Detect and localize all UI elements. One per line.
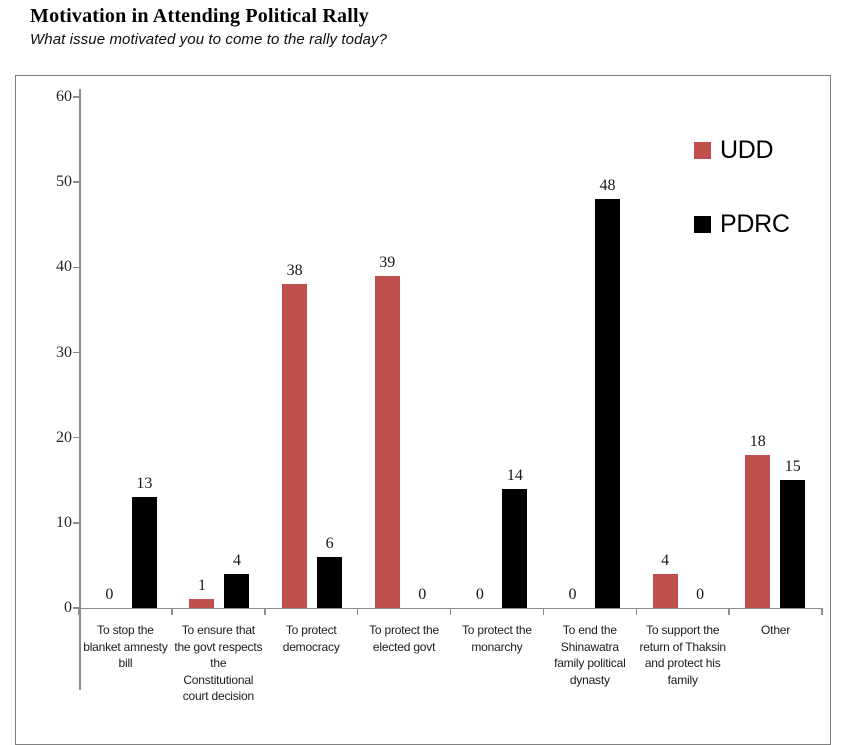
bar-slot-pdrc-7: 0 (688, 587, 713, 608)
bar-slot-udd-7: 4 (652, 551, 678, 608)
category-label-2: To ensure that the govt respects the Con… (174, 623, 263, 703)
bar-group-4: 39 0 (358, 97, 451, 608)
bar-value-label-udd-4: 39 (379, 253, 396, 271)
legend-swatch-pdrc-icon (694, 216, 711, 233)
bar-value-label-pdrc-7: 0 (696, 586, 705, 603)
x-tick-5 (542, 608, 545, 615)
y-tick-40 (73, 266, 80, 269)
x-tick-6 (635, 608, 637, 615)
bar-udd-3 (282, 284, 308, 608)
x-tick-7 (728, 608, 730, 615)
category-label-3: To protect democracy (282, 623, 340, 654)
bar-value-label-udd-8: 18 (749, 432, 766, 450)
bar-value-label-pdrc-1: 13 (136, 475, 153, 493)
y-tick-label-20: 20 (56, 428, 72, 446)
bar-slot-udd-3: 38 (282, 262, 308, 608)
bar-value-label-udd-2: 1 (197, 577, 206, 595)
bar-udd-2 (189, 599, 215, 608)
y-tick-50 (73, 181, 80, 183)
bar-slot-pdrc-8: 15 (780, 458, 806, 608)
bar-slot-pdrc-1: 13 (131, 475, 157, 608)
bar-group-1: 0 13 (81, 97, 174, 608)
category-label-5: To protect the monarchy (461, 623, 532, 654)
y-tick-label-60: 60 (56, 88, 72, 105)
y-tick-label-0: 0 (64, 599, 72, 616)
legend-item-udd: UDD (694, 136, 790, 165)
legend-swatch-udd-icon (694, 142, 711, 159)
y-axis-line (79, 89, 81, 690)
legend-item-pdrc: PDRC (694, 210, 790, 239)
legend-label-udd: UDD (720, 136, 774, 164)
x-tick-4 (449, 608, 452, 615)
category-label-8: Other (761, 623, 791, 637)
bar-slot-pdrc-4: 0 (410, 587, 435, 608)
bar-value-label-udd-5: 0 (475, 586, 484, 603)
bar-slot-udd-1: 0 (97, 587, 122, 608)
x-tick-1 (171, 608, 173, 615)
x-tick-2 (264, 608, 266, 615)
x-tick-3 (356, 608, 359, 615)
y-tick-60 (73, 96, 80, 98)
bar-pdrc-1 (131, 497, 157, 608)
bar-udd-8 (745, 454, 771, 608)
y-tick-10 (73, 522, 80, 524)
bar-slot-udd-5: 0 (467, 587, 492, 608)
legend: UDD PDRC (694, 136, 790, 284)
y-tick-label-30: 30 (56, 343, 72, 361)
bar-udd-4 (374, 275, 400, 608)
chart-subtitle: What issue motivated you to come to the … (30, 31, 388, 48)
chart-title: Motivation in Attending Political Rally (30, 5, 369, 27)
x-tick-8 (821, 608, 823, 615)
bar-group-6: 0 48 (544, 97, 637, 608)
bar-slot-pdrc-2: 4 (224, 551, 250, 608)
y-tick-label-10: 10 (56, 513, 72, 531)
x-tick-0 (78, 608, 80, 615)
plot-area: 0 13 1 4 38 6 39 0 0 14 0 48 4 0 18 15 (81, 97, 822, 608)
bar-pdrc-6 (594, 199, 620, 608)
bar-udd-7 (652, 573, 678, 608)
y-tick-label-50: 50 (56, 173, 72, 191)
bar-slot-pdrc-6: 48 (594, 177, 620, 608)
bar-slot-udd-8: 18 (745, 432, 771, 608)
bar-group-5: 0 14 (451, 97, 544, 608)
y-tick-30 (73, 351, 80, 354)
bar-value-label-pdrc-2: 4 (232, 551, 241, 569)
category-label-6: To end the Shinawatra family political d… (554, 623, 626, 687)
bar-pdrc-3 (317, 556, 343, 608)
bar-pdrc-8 (780, 480, 806, 608)
bar-group-3: 38 6 (266, 97, 359, 608)
y-tick-20 (73, 436, 80, 439)
bar-value-label-udd-6: 0 (568, 586, 577, 603)
bar-group-8: 18 15 (729, 97, 822, 608)
bar-value-label-pdrc-3: 6 (325, 534, 334, 552)
category-label-7: To support the return of Thaksin and pro… (639, 623, 726, 687)
bar-value-label-pdrc-5: 14 (506, 466, 523, 484)
bar-pdrc-2 (224, 573, 250, 608)
x-axis-category-labels: To stop the blanket amnesty bill To ensur… (79, 622, 822, 705)
bar-slot-pdrc-5: 14 (502, 466, 528, 608)
chart-frame: 0 10 20 30 40 50 60 0 13 1 4 38 6 39 0 0 14 0 48 4 0 18 15 To… (15, 75, 831, 745)
y-tick-0 (73, 607, 80, 609)
bar-value-label-udd-3: 38 (286, 262, 303, 280)
category-label-4: To protect the elected govt (369, 623, 440, 654)
bar-pdrc-5 (502, 488, 528, 608)
bar-slot-pdrc-3: 6 (317, 534, 343, 608)
bar-value-label-pdrc-6: 48 (599, 177, 616, 195)
bar-slot-udd-4: 39 (374, 253, 400, 608)
bar-value-label-udd-1: 0 (105, 586, 114, 603)
bar-value-label-pdrc-4: 0 (418, 586, 427, 603)
legend-label-pdrc: PDRC (720, 210, 790, 238)
category-label-1: To stop the blanket amnesty bill (83, 623, 168, 670)
bar-slot-udd-6: 0 (560, 587, 585, 608)
bar-value-label-pdrc-8: 15 (784, 458, 801, 476)
bar-slot-udd-2: 1 (189, 577, 215, 608)
y-tick-label-40: 40 (56, 258, 72, 276)
bar-value-label-udd-7: 4 (661, 551, 670, 569)
